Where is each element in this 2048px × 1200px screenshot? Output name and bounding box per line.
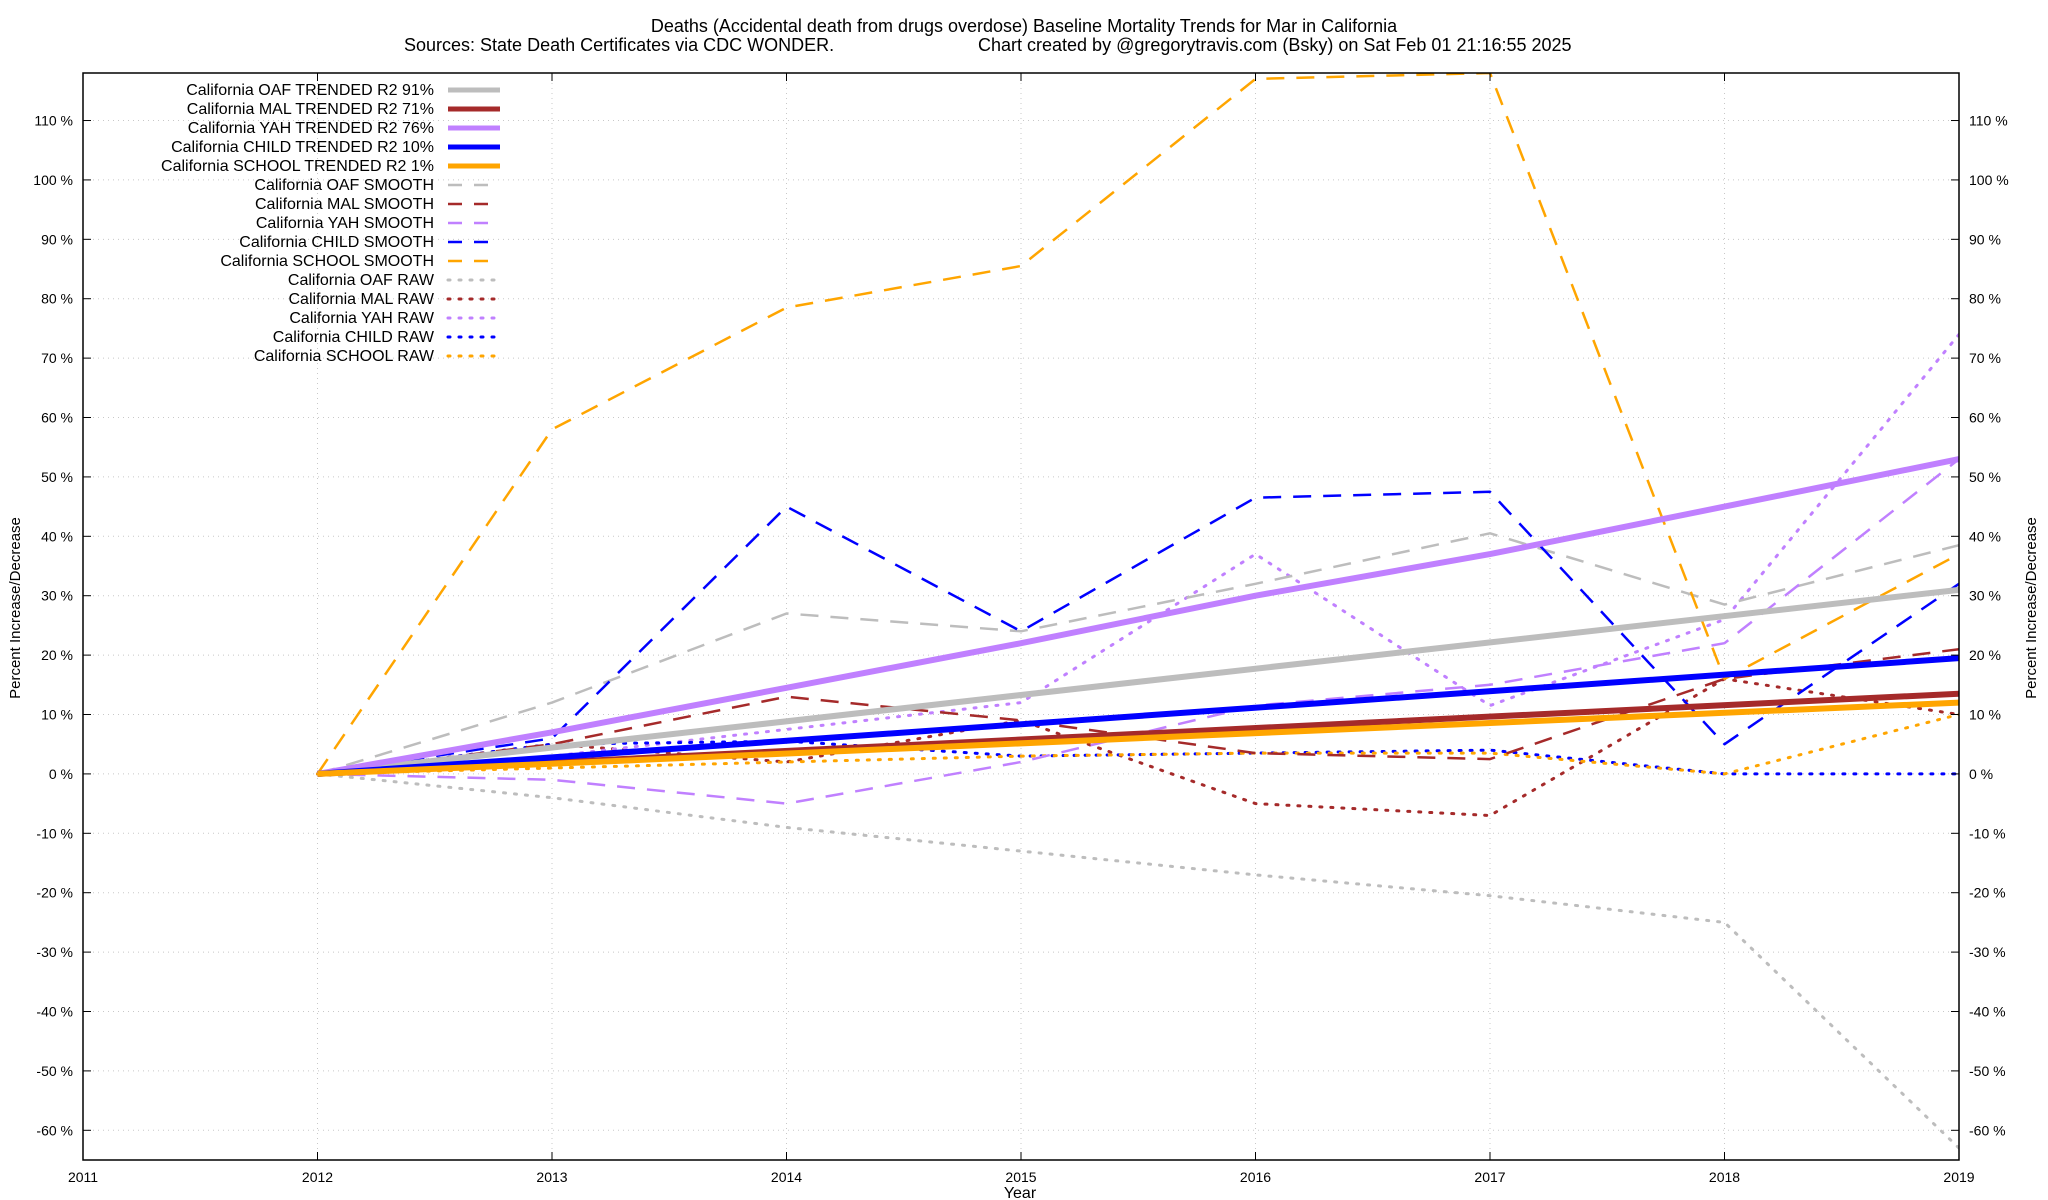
series-line-yah-trended bbox=[316, 456, 1959, 777]
chart-subtitle-right: Chart created by @gregorytravis.com (Bsk… bbox=[978, 35, 1572, 55]
legend-label-oaf-smooth: California OAF SMOOTH bbox=[254, 177, 434, 194]
y-tick-label-left: 70 % bbox=[41, 350, 73, 366]
legend-label-mal-trended: California MAL TRENDED R2 71% bbox=[187, 101, 434, 118]
y-tick-label-right: 70 % bbox=[1969, 350, 2001, 366]
y-tick-label-left: -60 % bbox=[36, 1122, 73, 1138]
series-line-mal-smooth bbox=[317, 647, 1959, 776]
y-tick-label-left: 0 % bbox=[49, 766, 73, 782]
y-tick-label-left: -10 % bbox=[36, 825, 73, 841]
y-tick-label-left: -20 % bbox=[36, 885, 73, 901]
x-tick-label: 2017 bbox=[1474, 1169, 1505, 1185]
legend: California OAF TRENDED R2 91% California … bbox=[161, 82, 502, 365]
y-tick-label-right: 100 % bbox=[1969, 172, 2009, 188]
y-tick-label-right: -60 % bbox=[1969, 1122, 2006, 1138]
y-axis-label-left: Percent Increase/Decrease bbox=[7, 517, 24, 699]
ticks-layer: 2011 2012 2013 2014 2015 2016 2017 2018 2019 -60 … bbox=[33, 73, 2009, 1185]
y-tick-label-left: 20 % bbox=[41, 647, 73, 663]
y-tick-label-left: -40 % bbox=[36, 1004, 73, 1020]
legend-label-child-smooth: California CHILD SMOOTH bbox=[239, 234, 434, 251]
y-tick-label-right: 30 % bbox=[1969, 588, 2001, 604]
legend-label-school-raw: California SCHOOL RAW bbox=[254, 348, 435, 365]
y-tick-label-right: -10 % bbox=[1969, 825, 2006, 841]
series-layer bbox=[316, 73, 1959, 1150]
chart-subtitle-left: Sources: State Death Certificates via CD… bbox=[404, 35, 834, 55]
legend-label-yah-raw: California YAH RAW bbox=[289, 310, 435, 327]
y-tick-label-left: 60 % bbox=[41, 410, 73, 426]
y-tick-label-left: 50 % bbox=[41, 469, 73, 485]
series-line-school-trended bbox=[317, 699, 1959, 777]
legend-label-oaf-trended: California OAF TRENDED R2 91% bbox=[186, 82, 434, 99]
x-tick-label: 2015 bbox=[1005, 1169, 1036, 1185]
x-axis-label: Year bbox=[1004, 1185, 1037, 1200]
legend-label-oaf-raw: California OAF RAW bbox=[288, 272, 435, 289]
x-tick-label: 2019 bbox=[1943, 1169, 1974, 1185]
series-line-school-smooth bbox=[316, 73, 1959, 775]
series-line-oaf-trended bbox=[317, 586, 1959, 777]
y-tick-label-right: 20 % bbox=[1969, 647, 2001, 663]
y-tick-label-right: 110 % bbox=[1969, 113, 2008, 129]
x-tick-label: 2016 bbox=[1240, 1169, 1271, 1185]
y-tick-label-left: 40 % bbox=[41, 528, 73, 544]
series-line-school-raw bbox=[316, 713, 1959, 776]
y-tick-label-right: -40 % bbox=[1969, 1004, 2006, 1020]
y-tick-label-right: 50 % bbox=[1969, 469, 2001, 485]
legend-label-school-trended: California SCHOOL TRENDED R2 1% bbox=[161, 158, 434, 175]
y-axis-label-right: Percent Increase/Decrease bbox=[2023, 517, 2040, 699]
y-tick-label-left: -50 % bbox=[36, 1063, 73, 1079]
y-tick-label-right: 0 % bbox=[1969, 766, 1993, 782]
y-tick-label-right: 10 % bbox=[1969, 707, 2001, 723]
series-line-yah-smooth bbox=[317, 458, 1959, 805]
x-tick-label: 2013 bbox=[536, 1169, 567, 1185]
series-line-child-smooth bbox=[317, 490, 1959, 776]
y-tick-label-left: 10 % bbox=[41, 707, 73, 723]
y-tick-label-left: 100 % bbox=[33, 172, 73, 188]
y-tick-label-left: 80 % bbox=[41, 291, 73, 307]
legend-label-yah-trended: California YAH TRENDED R2 76% bbox=[188, 120, 434, 137]
y-tick-label-right: 80 % bbox=[1969, 291, 2001, 307]
series-line-child-trended bbox=[317, 655, 1959, 777]
y-tick-label-right: 90 % bbox=[1969, 231, 2001, 247]
x-tick-label: 2014 bbox=[771, 1169, 802, 1185]
legend-label-mal-raw: California MAL RAW bbox=[288, 291, 434, 308]
y-tick-label-right: -20 % bbox=[1969, 885, 2006, 901]
chart-title: Deaths (Accidental death from drugs over… bbox=[651, 16, 1398, 36]
y-tick-label-left: 30 % bbox=[41, 588, 73, 604]
series-line-oaf-smooth bbox=[317, 532, 1959, 776]
y-tick-label-left: 110 % bbox=[34, 113, 73, 129]
series-line-oaf-raw bbox=[316, 772, 1959, 1150]
y-tick-label-left: 90 % bbox=[41, 231, 73, 247]
legend-label-child-raw: California CHILD RAW bbox=[273, 329, 435, 346]
y-tick-label-right: 40 % bbox=[1969, 528, 2001, 544]
y-tick-label-left: -30 % bbox=[36, 944, 73, 960]
y-tick-label-right: -50 % bbox=[1969, 1063, 2006, 1079]
legend-label-mal-smooth: California MAL SMOOTH bbox=[255, 196, 434, 213]
y-tick-label-right: 60 % bbox=[1969, 410, 2001, 426]
legend-label-yah-smooth: California YAH SMOOTH bbox=[256, 215, 434, 232]
legend-label-child-trended: California CHILD TRENDED R2 10% bbox=[171, 139, 434, 156]
x-tick-label: 2018 bbox=[1709, 1169, 1740, 1185]
y-tick-label-right: -30 % bbox=[1969, 944, 2006, 960]
x-tick-label: 2012 bbox=[302, 1169, 333, 1185]
x-tick-label: 2011 bbox=[68, 1169, 98, 1185]
legend-label-school-smooth: California SCHOOL SMOOTH bbox=[220, 253, 434, 270]
